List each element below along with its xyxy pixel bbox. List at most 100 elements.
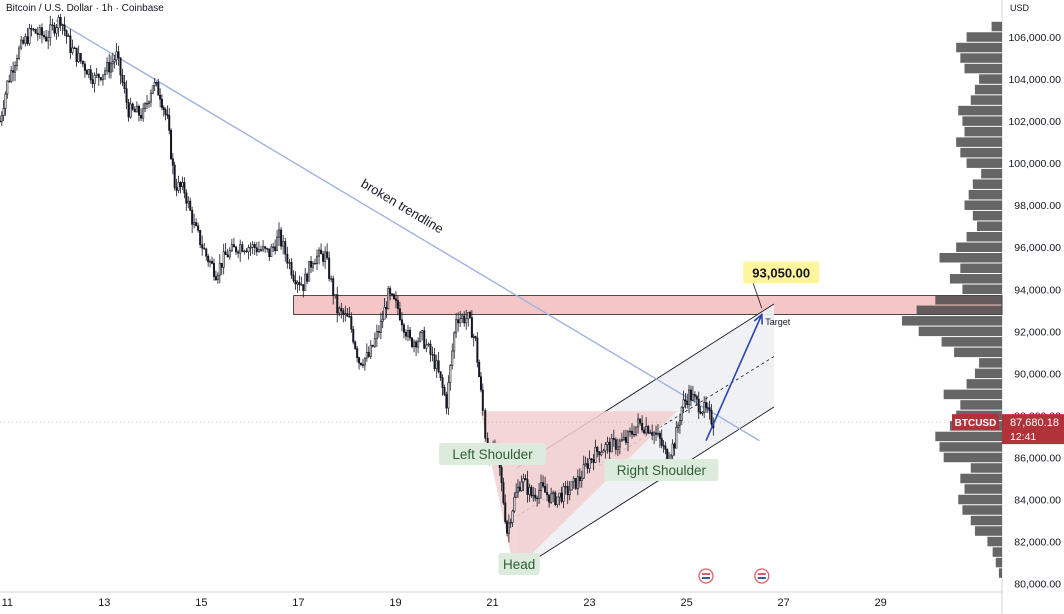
candle-body bbox=[0, 120, 2, 123]
candle bbox=[49, 15, 52, 46]
candle bbox=[8, 74, 11, 83]
candle bbox=[181, 176, 184, 190]
candle-body bbox=[688, 389, 691, 405]
candle bbox=[20, 35, 23, 51]
volume-profile-bar bbox=[966, 231, 1002, 242]
volume-profile-bar bbox=[992, 547, 1002, 557]
candle bbox=[155, 81, 158, 87]
candle-body bbox=[302, 284, 305, 291]
candle-body bbox=[695, 395, 698, 400]
candle bbox=[459, 310, 462, 327]
candle-body bbox=[24, 36, 27, 44]
candle-body bbox=[693, 394, 696, 397]
candle-body bbox=[425, 344, 428, 349]
candle-body bbox=[610, 438, 613, 453]
candle bbox=[340, 302, 343, 319]
candle bbox=[57, 14, 60, 37]
candle bbox=[472, 333, 475, 347]
candle bbox=[18, 45, 21, 61]
candle bbox=[65, 29, 68, 44]
candle-body bbox=[463, 315, 466, 324]
candle bbox=[205, 247, 208, 261]
candle-body bbox=[245, 250, 248, 253]
candle bbox=[300, 276, 303, 286]
candle bbox=[69, 29, 72, 60]
candle bbox=[465, 309, 468, 330]
candle bbox=[604, 442, 607, 459]
candle bbox=[149, 89, 152, 107]
candle bbox=[272, 242, 275, 253]
candle bbox=[703, 396, 706, 419]
candle-body bbox=[153, 82, 156, 87]
candle bbox=[479, 372, 482, 393]
volume-profile-bar bbox=[991, 21, 1002, 32]
candle-body bbox=[427, 343, 430, 346]
candle-body bbox=[673, 443, 676, 449]
target-value: 93,050.00 bbox=[752, 265, 810, 280]
resistance-zone-rect bbox=[293, 295, 1003, 315]
left-shoulder-label-text: Left Shoulder bbox=[452, 447, 533, 462]
volume-profile-bar bbox=[935, 295, 1002, 305]
candle-body bbox=[318, 249, 321, 257]
candle-body bbox=[658, 432, 661, 439]
candle-body bbox=[367, 352, 370, 357]
candle-body bbox=[185, 192, 188, 204]
candle bbox=[47, 30, 50, 50]
candle bbox=[183, 177, 186, 199]
candle bbox=[249, 242, 252, 257]
candle-body bbox=[61, 24, 64, 26]
candle-body bbox=[594, 446, 597, 463]
candle-body bbox=[524, 478, 527, 480]
y-tick-label: 106,000.00 bbox=[1008, 32, 1061, 44]
candle-body bbox=[377, 330, 380, 333]
candle-body bbox=[211, 261, 214, 264]
candle-body bbox=[358, 357, 361, 364]
candle bbox=[228, 247, 231, 260]
candle bbox=[484, 408, 487, 442]
candle-body bbox=[608, 441, 611, 453]
candle bbox=[478, 359, 481, 378]
candle bbox=[554, 490, 557, 507]
candle bbox=[243, 249, 246, 255]
candle-body bbox=[18, 47, 21, 59]
last-price-countdown: 12:41 bbox=[1010, 431, 1036, 443]
candle-body bbox=[2, 108, 5, 116]
candle-body bbox=[257, 249, 260, 253]
candle bbox=[277, 222, 281, 246]
candle bbox=[544, 476, 547, 493]
volume-profile-bar bbox=[956, 42, 1002, 53]
candle bbox=[582, 455, 585, 480]
x-tick-label: 21 bbox=[486, 597, 498, 609]
candle-body bbox=[338, 307, 341, 314]
candle-body bbox=[241, 244, 244, 252]
candle bbox=[266, 247, 269, 253]
candle bbox=[346, 308, 349, 317]
candle bbox=[308, 261, 311, 282]
candle-body bbox=[324, 251, 327, 262]
candle bbox=[109, 55, 113, 79]
target-label: Target bbox=[765, 317, 791, 327]
candle bbox=[600, 443, 603, 457]
candle bbox=[413, 339, 416, 353]
candle-body bbox=[101, 74, 104, 81]
candle bbox=[614, 437, 617, 455]
candle-body bbox=[308, 261, 311, 282]
candle-body bbox=[348, 316, 351, 318]
candle-body bbox=[276, 236, 279, 251]
candle-body bbox=[226, 254, 229, 258]
target-leader bbox=[752, 283, 763, 309]
candle bbox=[363, 357, 366, 371]
candle-body bbox=[385, 306, 388, 310]
candle bbox=[689, 385, 692, 407]
candle bbox=[164, 107, 167, 121]
candle bbox=[328, 251, 331, 282]
candle-body bbox=[703, 402, 706, 413]
volume-profile-bar bbox=[966, 32, 1002, 42]
candle-body bbox=[175, 187, 178, 191]
volume-profile-bar bbox=[981, 168, 1002, 179]
candle-body bbox=[77, 53, 80, 63]
volume-profile-bar bbox=[968, 189, 1002, 200]
candle-body bbox=[294, 280, 297, 285]
candle-body bbox=[612, 438, 615, 440]
candle bbox=[684, 393, 687, 409]
